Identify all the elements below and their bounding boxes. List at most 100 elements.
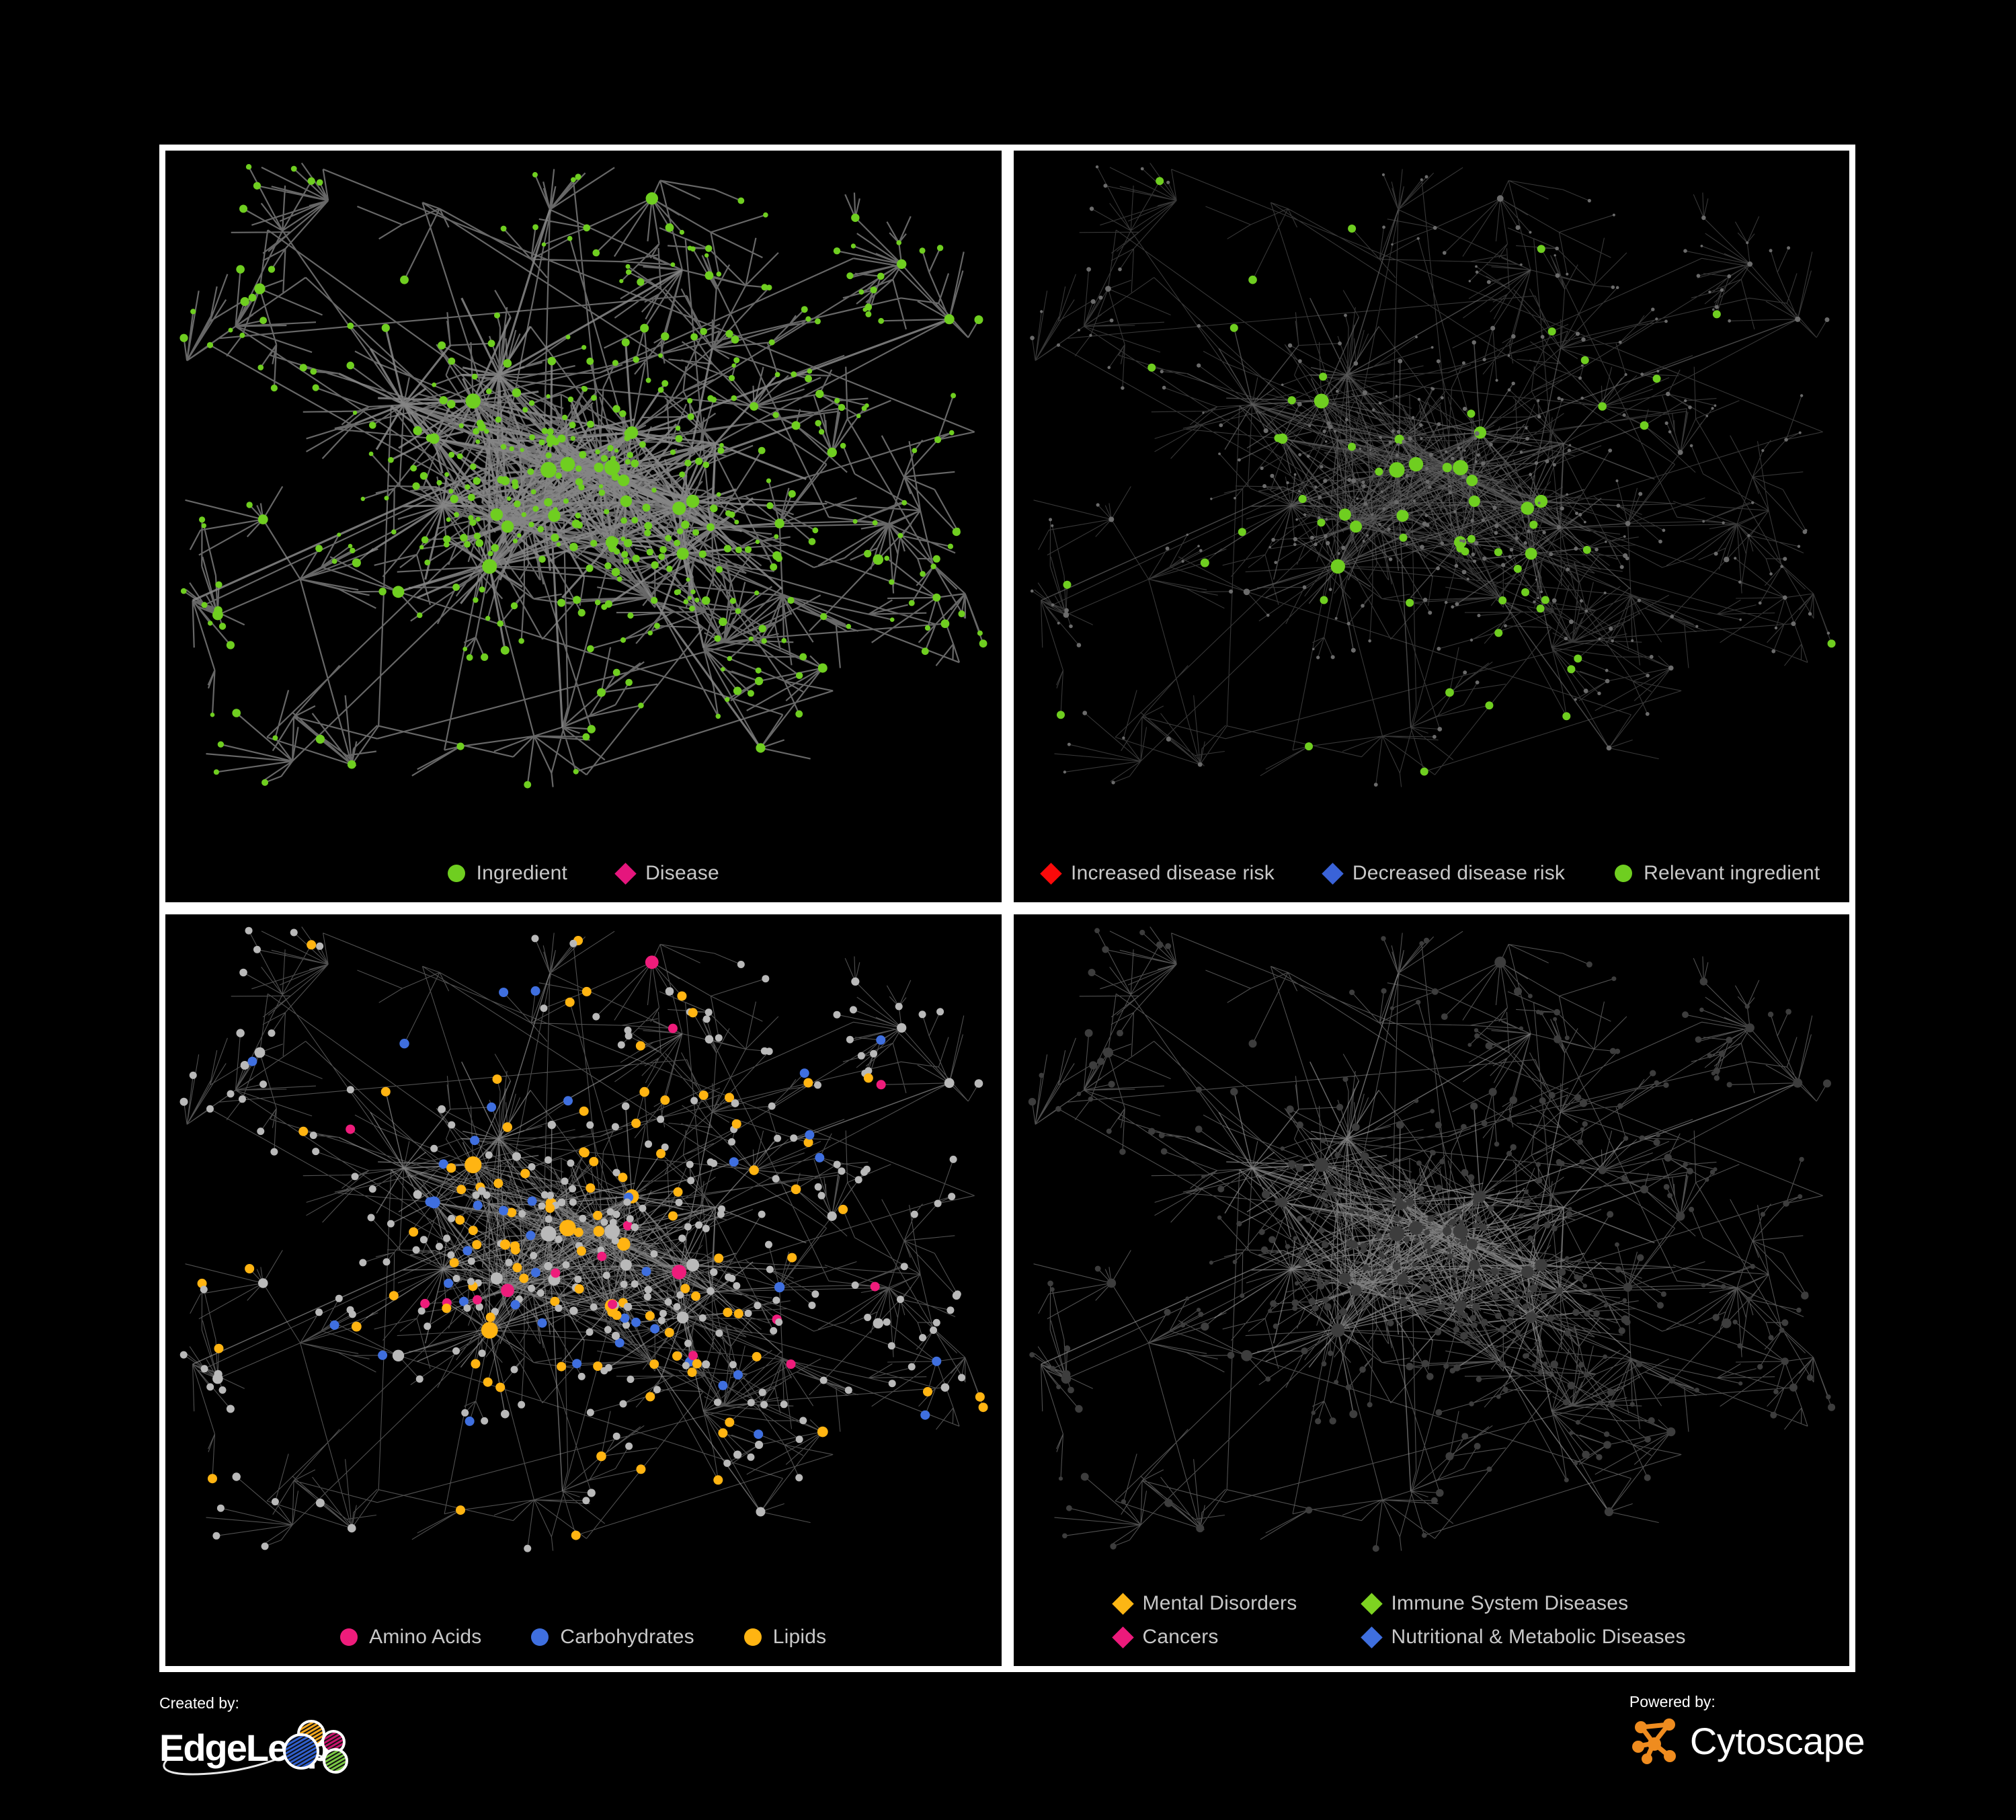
network-node-circle[interactable] [1461,475,1465,479]
network-node-circle[interactable] [766,1265,774,1273]
network-node-circle[interactable] [1749,1263,1755,1269]
network-node-circle[interactable] [236,1029,245,1037]
network-node-circle[interactable] [1318,1227,1324,1234]
network-node-circle[interactable] [1414,1099,1418,1103]
network-node-circle[interactable] [1738,618,1742,621]
network-node-circle[interactable] [908,1363,916,1371]
network-node-circle[interactable] [864,1314,872,1321]
network-node-circle[interactable] [1296,1216,1303,1222]
network-node-circle[interactable] [683,599,689,604]
network-node-circle[interactable] [1293,537,1297,542]
network-node-circle[interactable] [500,444,507,450]
network-node-circle[interactable] [1055,1384,1061,1390]
network-node-circle[interactable] [1792,1078,1802,1088]
network-node-circle[interactable] [1623,1282,1632,1292]
network-node-circle[interactable] [716,492,721,497]
network-node-circle[interactable] [1396,1121,1404,1129]
network-node-circle[interactable] [704,1008,713,1017]
network-node-circle[interactable] [590,1303,598,1311]
network-node-circle[interactable] [179,1351,188,1359]
network-node-circle[interactable] [691,1291,701,1301]
network-node-circle[interactable] [1461,569,1466,575]
network-node-circle[interactable] [1448,491,1452,495]
network-node-circle[interactable] [1479,1223,1487,1231]
network-node-circle[interactable] [528,522,534,528]
network-node-circle[interactable] [680,1283,690,1294]
network-node-circle[interactable] [1506,1117,1511,1121]
network-node-circle[interactable] [1109,318,1113,323]
network-node-circle[interactable] [611,1236,619,1244]
network-node-circle[interactable] [432,382,437,387]
network-node-circle[interactable] [1086,267,1091,272]
network-node-circle[interactable] [368,1185,376,1193]
network-node-circle[interactable] [1453,510,1456,514]
network-node-circle[interactable] [1443,1213,1449,1218]
network-node-circle[interactable] [873,554,884,565]
network-node-circle[interactable] [1565,493,1568,496]
network-node-circle[interactable] [1357,1210,1363,1215]
network-node-circle[interactable] [819,1376,828,1384]
network-node-circle[interactable] [1389,1226,1404,1241]
network-node-circle[interactable] [1721,1318,1732,1329]
network-node-circle[interactable] [1592,1310,1600,1317]
network-node-circle[interactable] [520,448,524,452]
network-node-circle[interactable] [560,457,575,472]
network-node-circle[interactable] [714,1253,724,1263]
network-node-circle[interactable] [1436,422,1441,426]
network-node-circle[interactable] [1424,514,1428,518]
network-node-circle[interactable] [1560,506,1564,511]
network-node-circle[interactable] [1760,1212,1765,1217]
network-node-circle[interactable] [1273,1323,1279,1329]
network-node-circle[interactable] [1615,1266,1621,1273]
network-node-circle[interactable] [268,266,276,273]
network-node-circle[interactable] [1798,431,1802,434]
network-node-circle[interactable] [1472,559,1476,563]
network-node-circle[interactable] [728,374,735,381]
network-node-circle[interactable] [444,1278,454,1288]
network-node-circle[interactable] [815,1152,825,1162]
network-node-circle[interactable] [360,496,366,502]
network-node-circle[interactable] [1279,1146,1285,1151]
network-node-circle[interactable] [1271,538,1275,542]
network-node-circle[interactable] [774,1134,782,1142]
network-node-circle[interactable] [547,428,554,436]
network-node-circle[interactable] [1162,385,1166,390]
network-node-circle[interactable] [602,1271,610,1279]
network-node-circle[interactable] [1306,454,1310,458]
network-node-circle[interactable] [838,403,846,411]
network-node-circle[interactable] [645,377,651,383]
network-node-circle[interactable] [717,1205,726,1213]
network-node-circle[interactable] [1160,370,1164,374]
network-node-circle[interactable] [1291,1299,1299,1307]
network-node-circle[interactable] [864,403,869,408]
network-node-circle[interactable] [1514,1329,1521,1336]
network-node-circle[interactable] [675,1199,683,1206]
network-node-circle[interactable] [1406,1198,1414,1206]
network-node-circle[interactable] [1373,783,1378,787]
network-node-circle[interactable] [920,571,926,577]
network-node-circle[interactable] [1094,928,1100,934]
network-node-circle[interactable] [1390,243,1394,246]
network-node-circle[interactable] [1709,1169,1715,1175]
network-node-circle[interactable] [644,522,653,530]
network-node-circle[interactable] [710,1268,718,1276]
network-node-circle[interactable] [400,275,409,284]
network-node-circle[interactable] [974,1079,983,1088]
network-node-circle[interactable] [888,1380,896,1388]
network-node-circle[interactable] [623,539,633,548]
network-node-circle[interactable] [352,410,358,416]
network-node-circle[interactable] [656,1148,666,1158]
network-node-circle[interactable] [200,1365,208,1373]
network-node-circle[interactable] [1623,535,1626,538]
network-node-circle[interactable] [500,225,507,232]
network-node-circle[interactable] [735,608,741,615]
network-node-circle[interactable] [1604,541,1607,543]
network-node-circle[interactable] [228,327,233,333]
network-node-circle[interactable] [846,623,852,629]
network-node-circle[interactable] [768,339,775,346]
network-node-circle[interactable] [547,356,557,366]
network-node-circle[interactable] [491,544,499,552]
network-node-circle[interactable] [637,278,645,286]
network-node-circle[interactable] [817,1191,825,1199]
network-node-circle[interactable] [1480,461,1486,466]
